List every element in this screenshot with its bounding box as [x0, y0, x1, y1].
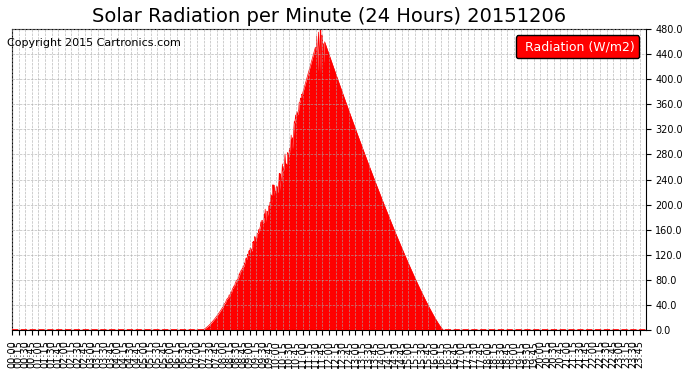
- Title: Solar Radiation per Minute (24 Hours) 20151206: Solar Radiation per Minute (24 Hours) 20…: [92, 7, 566, 26]
- Text: Copyright 2015 Cartronics.com: Copyright 2015 Cartronics.com: [7, 38, 181, 48]
- Legend: Radiation (W/m2): Radiation (W/m2): [516, 35, 640, 58]
